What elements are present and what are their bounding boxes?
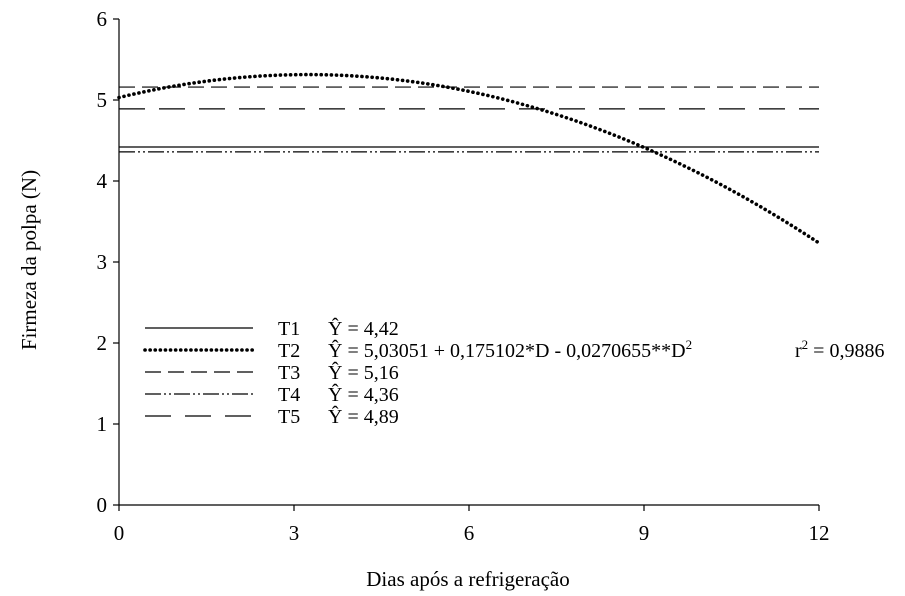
x-tick-label: 3 <box>289 521 300 545</box>
legend-equation: Ŷ = 5,03051 + 0,175102*D - 0,0270655**D2 <box>328 337 692 362</box>
y-tick-label: 1 <box>97 412 108 436</box>
equation-text: Ŷ = 4,89 <box>328 405 399 428</box>
y-tick-label: 2 <box>97 331 108 355</box>
legend-series-name: T2 <box>278 340 300 362</box>
legend-equation: Ŷ = 4,42 <box>328 317 399 340</box>
legend-series-name: T1 <box>278 318 300 340</box>
legend-row-t2: T2 Ŷ = 5,03051 + 0,175102*D - 0,0270655**… <box>143 337 884 362</box>
equation-text: Ŷ = 5,03051 + 0,175102*D - 0,0270655**D <box>328 339 686 362</box>
y-tick-label: 0 <box>97 493 108 517</box>
r-squared-value: = 0,9886 <box>808 340 884 362</box>
r-squared-superscript: 2 <box>802 337 809 352</box>
legend-row-t1: T1 Ŷ = 4,42 <box>145 317 399 340</box>
legend-row-t4: T4 Ŷ = 4,36 <box>145 383 399 406</box>
legend-series-name: T5 <box>278 406 300 428</box>
legend: T1 Ŷ = 4,42 T2 Ŷ = 5,03051 + 0,175102*D - 0… <box>143 317 884 428</box>
legend-series-name: T3 <box>278 362 300 384</box>
x-tick-label: 0 <box>114 521 125 545</box>
legend-series-name: T4 <box>278 384 300 406</box>
x-tick-label: 12 <box>809 521 830 545</box>
legend-r-squared: r2 = 0,9886 <box>795 337 884 362</box>
legend-row-t3: T3 Ŷ = 5,16 <box>145 361 399 384</box>
x-tick-label: 9 <box>639 521 650 545</box>
legend-equation: Ŷ = 5,16 <box>328 361 399 384</box>
equation-superscript: 2 <box>686 337 693 352</box>
x-axis-label: Dias após a refrigeração <box>366 567 569 591</box>
series-line-t2 <box>117 72 821 245</box>
y-tick-label: 4 <box>97 169 108 193</box>
equation-text: Ŷ = 4,42 <box>328 317 399 340</box>
legend-equation: Ŷ = 4,89 <box>328 405 399 428</box>
series-layer <box>117 72 821 245</box>
equation-text: Ŷ = 5,16 <box>328 361 399 384</box>
legend-equation: Ŷ = 4,36 <box>328 383 399 406</box>
y-tick-label: 3 <box>97 250 108 274</box>
y-axis-label: Firmeza da polpa (N) <box>17 170 41 350</box>
legend-row-t5: T5 Ŷ = 4,89 <box>145 405 399 428</box>
equation-text: Ŷ = 4,36 <box>328 383 399 406</box>
y-tick-label: 5 <box>97 88 108 112</box>
r-squared-label: r <box>795 340 802 362</box>
y-tick-label: 6 <box>97 7 108 31</box>
x-tick-label: 6 <box>464 521 475 545</box>
